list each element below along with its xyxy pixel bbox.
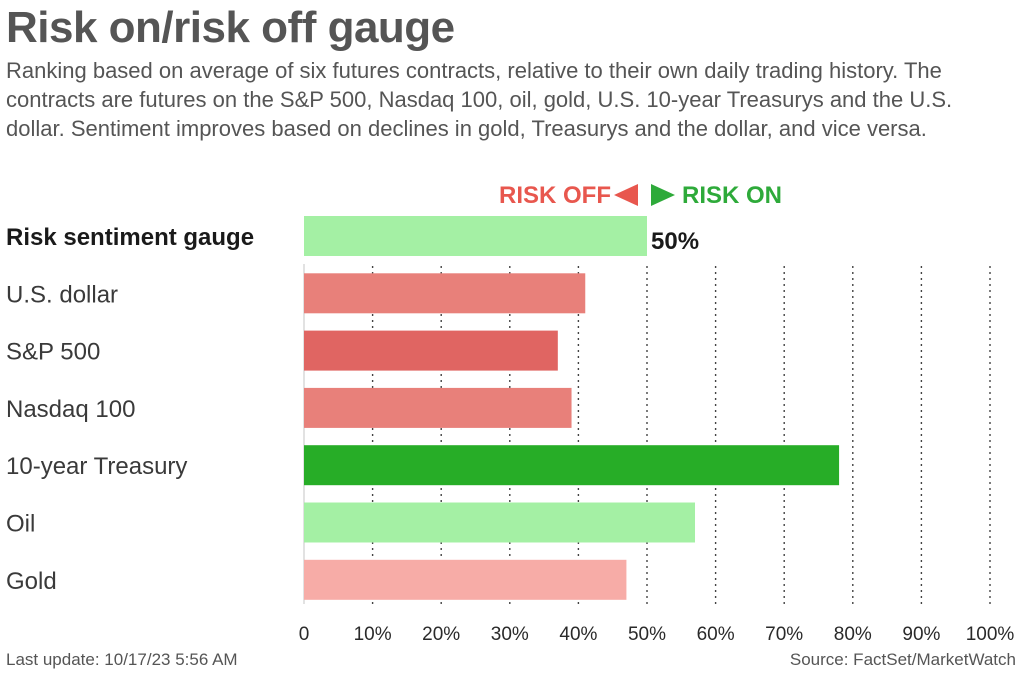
bar xyxy=(304,502,696,543)
source-text: Source: FactSet/MarketWatch xyxy=(789,650,1016,669)
category-label: Nasdaq 100 xyxy=(6,396,135,423)
page-title: Risk on/risk off gauge xyxy=(6,3,455,52)
x-tick-label: 40% xyxy=(559,624,597,645)
category-label: Oil xyxy=(6,511,35,538)
risk-on-label: RISK ON xyxy=(682,182,782,209)
bar xyxy=(304,387,572,428)
x-tick-label: 10% xyxy=(354,624,392,645)
category-label: 10-year Treasury xyxy=(6,453,187,480)
category-label: U.S. dollar xyxy=(6,281,118,308)
x-tick-label: 90% xyxy=(902,624,940,645)
category-label: Risk sentiment gauge xyxy=(6,224,254,251)
bar xyxy=(304,216,647,256)
left-arrow-icon xyxy=(614,184,638,206)
risk-direction-legend: RISK OFF RISK ON xyxy=(499,182,782,209)
bar xyxy=(304,559,627,600)
x-tick-label: 20% xyxy=(422,624,460,645)
right-arrow-icon xyxy=(651,184,675,206)
bar xyxy=(304,330,558,371)
chart-bars: 50% xyxy=(304,216,840,600)
x-tick-label: 70% xyxy=(765,624,803,645)
category-label: S&P 500 xyxy=(6,339,100,366)
x-tick-label: 100% xyxy=(966,624,1015,645)
value-label: 50% xyxy=(651,228,699,255)
bar xyxy=(304,273,586,314)
chart-subtitle: Ranking based on average of six futures … xyxy=(6,58,953,141)
x-axis-ticks: 0 10% 20% 30% 40% 50% 60% 70% 80% 90% 100% xyxy=(299,624,1015,645)
last-update-text: Last update: 10/17/23 5:56 AM xyxy=(6,650,238,669)
category-label: Gold xyxy=(6,568,57,595)
x-tick-label: 0 xyxy=(299,624,310,645)
x-tick-label: 80% xyxy=(834,624,872,645)
chart-gridlines xyxy=(303,264,991,604)
risk-off-label: RISK OFF xyxy=(499,182,611,209)
bar xyxy=(304,445,840,486)
x-tick-label: 50% xyxy=(628,624,666,645)
x-tick-label: 60% xyxy=(697,624,735,645)
x-tick-label: 30% xyxy=(491,624,529,645)
category-labels: Risk sentiment gauge U.S. dollar S&P 500 Na… xyxy=(6,224,254,595)
